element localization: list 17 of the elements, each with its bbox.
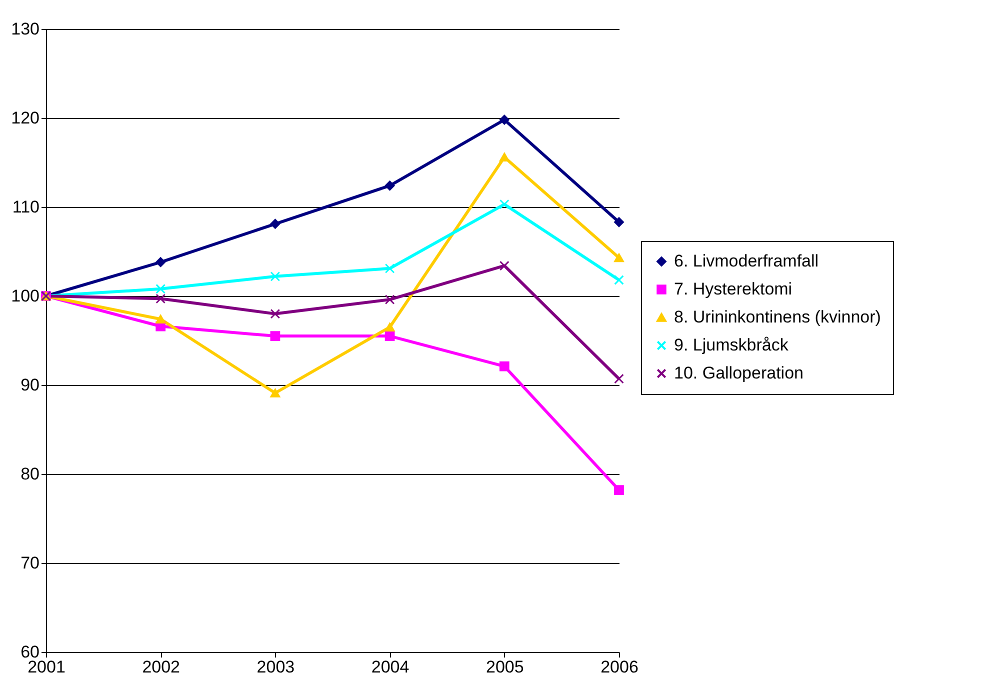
legend-label: 10. Galloperation [674,364,804,382]
y-tick-label: 70 [20,554,40,572]
legend-label: 8. Urininkontinens (kvinnor) [674,308,881,326]
x-tick-label: 2003 [256,658,295,676]
x-tick-label: 2002 [142,658,180,676]
legend-label: 6. Livmoderframfall [674,252,819,270]
x-tick-label: 2004 [371,658,410,676]
x-tick-label: 2005 [486,658,524,676]
y-tick-label: 90 [20,376,40,394]
y-tick-label: 110 [12,198,40,216]
x-tick-label: 2006 [600,658,638,676]
y-tick-label: 100 [11,286,40,306]
y-tick-label: 120 [11,108,40,128]
legend-label: 9. Ljumskbråck [674,336,789,354]
y-tick-label: 130 [11,20,40,38]
legend-label: 7. Hysterektomi [674,280,792,298]
y-tick-label: 80 [20,464,40,484]
